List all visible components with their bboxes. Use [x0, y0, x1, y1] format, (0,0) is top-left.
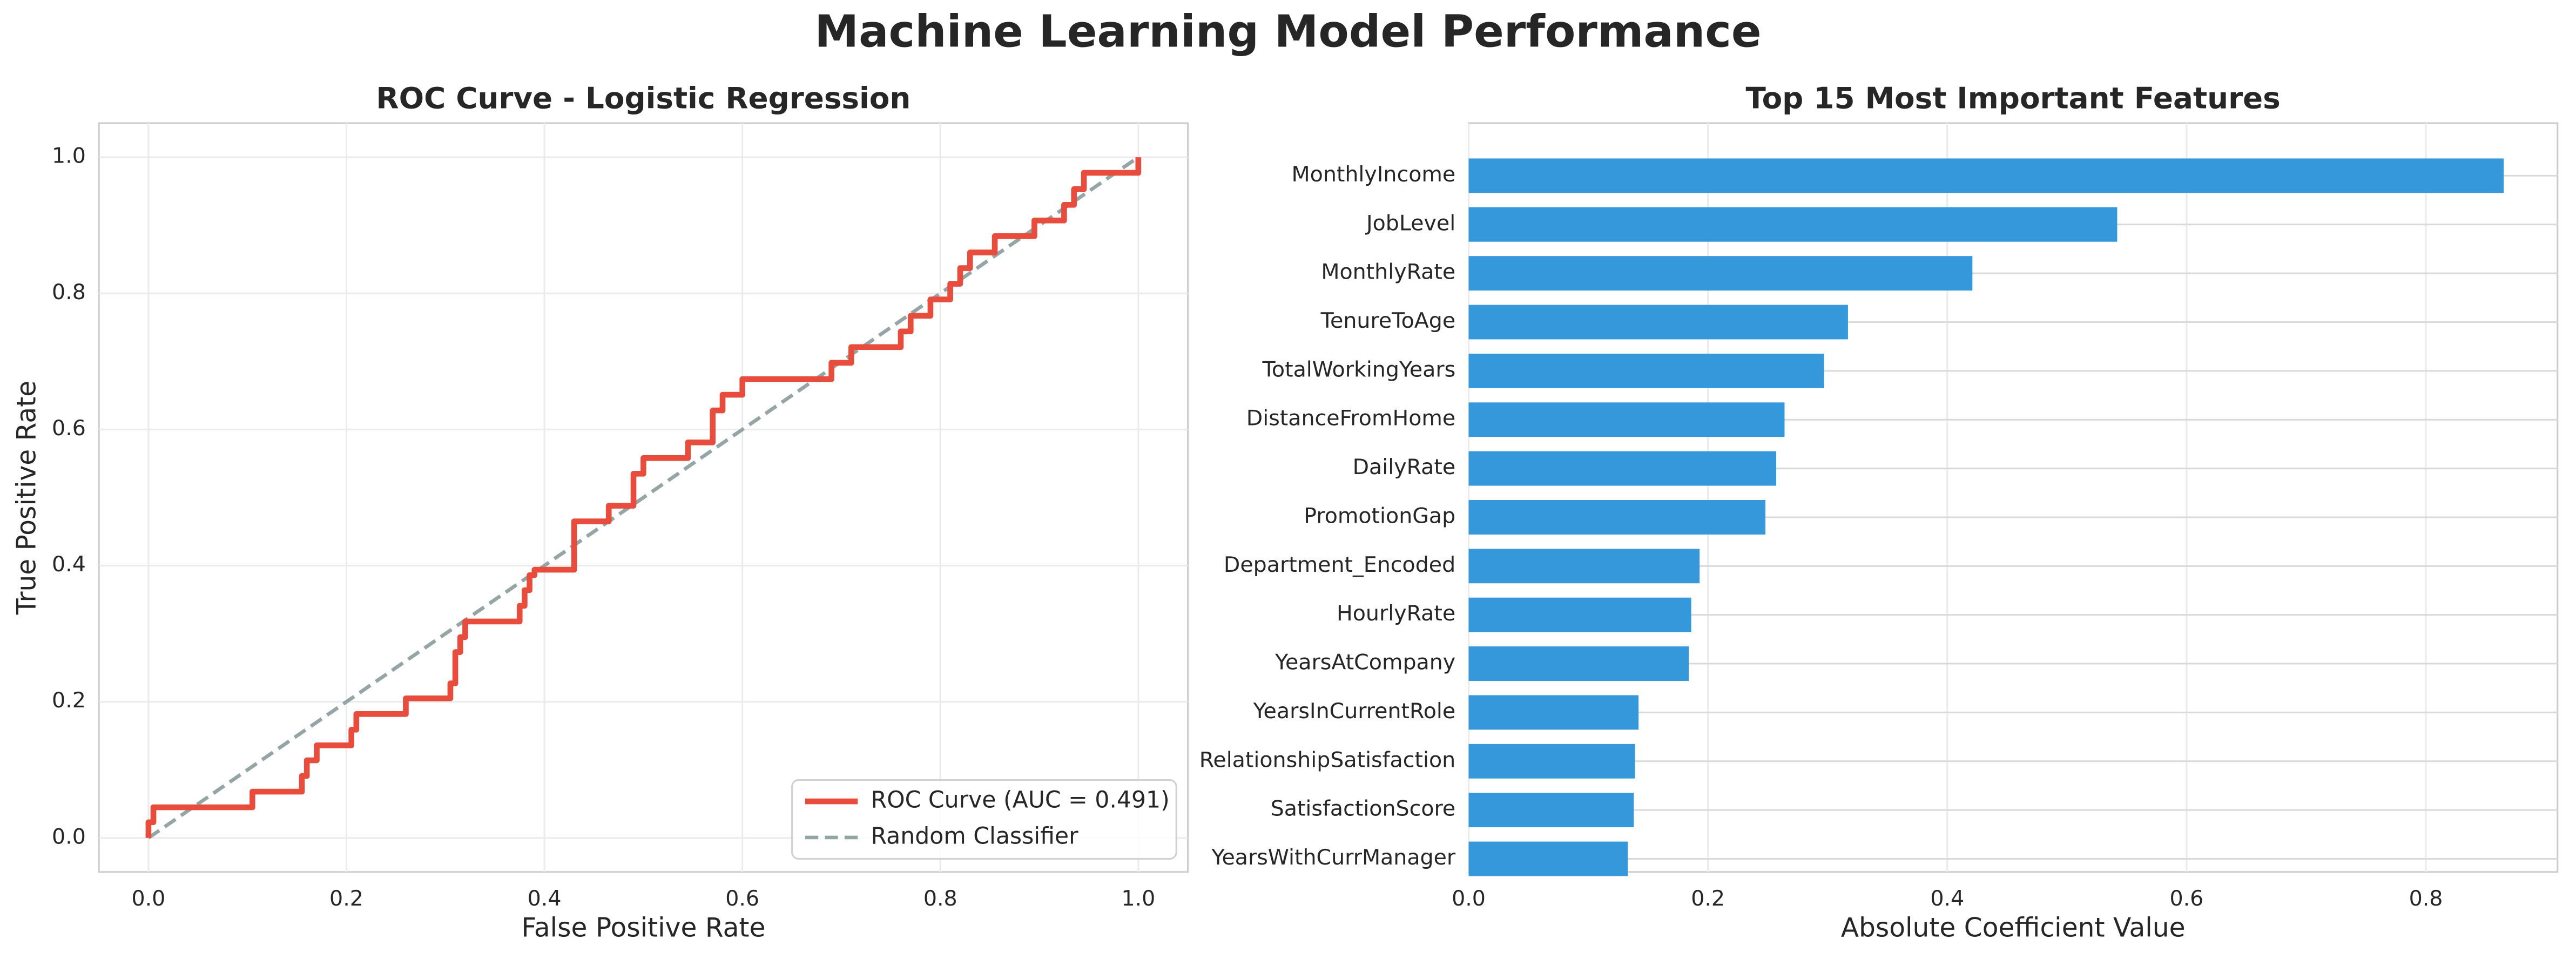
bar	[1468, 500, 1766, 535]
y-tick-label: JobLevel	[1365, 211, 1455, 235]
y-tick-label: PromotionGap	[1304, 503, 1455, 528]
bar	[1468, 744, 1635, 779]
x-tick-label: 0.8	[2409, 886, 2443, 911]
y-tick-label: MonthlyRate	[1321, 260, 1455, 285]
y-tick-label: TotalWorkingYears	[1262, 357, 1455, 382]
subplot-title: ROC Curve - Logistic Regression	[376, 81, 911, 116]
roc-line	[147, 156, 1139, 840]
roc-line	[145, 157, 1142, 838]
legend-label: ROC Curve (AUC = 0.491)	[871, 787, 1170, 814]
y-tick-label: Department_Encoded	[1224, 552, 1455, 577]
y-tick-label: YearsInCurrentRole	[1253, 699, 1456, 724]
x-axis-label: False Positive Rate	[521, 913, 765, 943]
y-tick-label: 0.6	[52, 416, 86, 441]
x-tick-label: 0.6	[725, 886, 759, 911]
bar	[1468, 207, 2118, 242]
bar	[1468, 695, 1639, 730]
bar	[1468, 402, 1785, 437]
y-tick-label: 1.0	[52, 144, 86, 168]
bar	[1468, 646, 1689, 681]
x-tick-label: 0.2	[1691, 886, 1725, 911]
x-tick-label: 0.4	[1930, 886, 1964, 911]
y-tick-label: YearsWithCurrManager	[1211, 845, 1456, 870]
plot-area	[1468, 122, 2559, 873]
y-tick-label: MonthlyIncome	[1292, 162, 1456, 187]
x-tick-label: 0.2	[329, 886, 363, 911]
bar	[1468, 158, 2504, 193]
bar	[1468, 841, 1628, 876]
legend-label: Random Classifier	[871, 822, 1079, 849]
x-tick-label: 0.8	[923, 886, 957, 911]
y-tick-label: HourlyRate	[1337, 601, 1455, 626]
y-tick-label: 0.0	[52, 824, 86, 849]
y-tick-label: DistanceFromHome	[1246, 406, 1455, 431]
bar	[1468, 597, 1691, 632]
y-tick-label: SatisfactionScore	[1271, 796, 1456, 821]
y-tick-label: 0.2	[52, 688, 86, 713]
x-tick-label: 0.0	[1452, 886, 1486, 911]
bar	[1468, 451, 1776, 486]
legend: ROC Curve (AUC = 0.491) Random Classifier	[791, 779, 1177, 860]
bar	[1468, 305, 1848, 340]
subplot-title: Top 15 Most Important Features	[1746, 81, 2281, 116]
y-tick-label: DailyRate	[1353, 455, 1456, 480]
bar	[1468, 353, 1824, 388]
y-tick-label: YearsAtCompany	[1274, 650, 1455, 675]
y-tick-label: TenureToAge	[1320, 308, 1456, 333]
x-axis-label: Absolute Coefficient Value	[1841, 913, 2186, 943]
y-tick-label: RelationshipSatisfaction	[1199, 747, 1455, 772]
bar	[1468, 256, 1973, 291]
y-tick-label: 0.4	[52, 552, 86, 577]
bar	[1468, 549, 1700, 584]
x-tick-label: 1.0	[1121, 886, 1155, 911]
y-axis-label: True Positive Rate	[11, 381, 42, 615]
bar	[1468, 793, 1634, 828]
x-tick-label: 0.6	[2169, 886, 2203, 911]
x-tick-label: 0.0	[131, 886, 165, 911]
y-tick-label: 0.8	[52, 280, 86, 305]
x-tick-label: 0.4	[528, 886, 562, 911]
figure-title: Machine Learning Model Performance	[814, 6, 1761, 57]
legend-box	[791, 779, 1177, 860]
